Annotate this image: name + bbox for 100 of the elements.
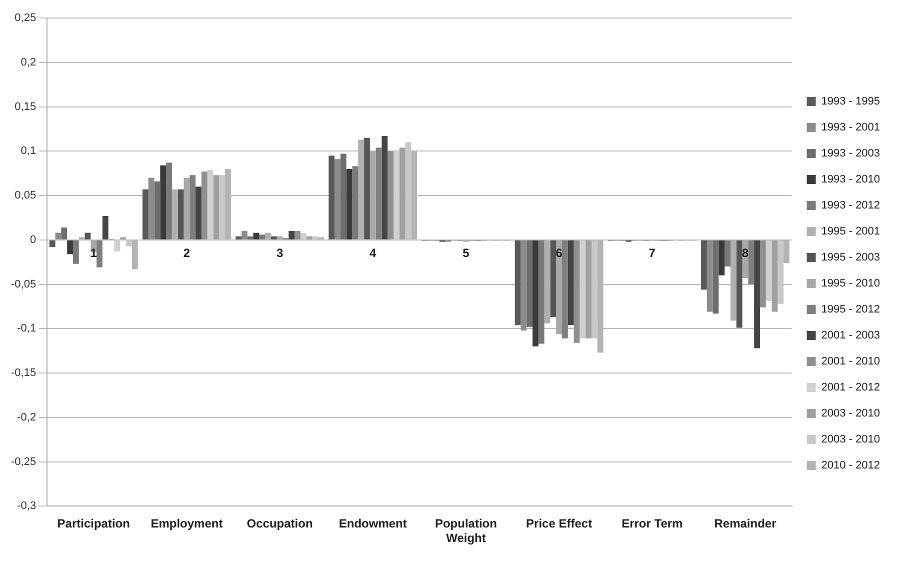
bar [346, 168, 352, 240]
bar [394, 150, 400, 240]
annotation: 5 [462, 246, 470, 260]
bar [190, 175, 196, 240]
bar [382, 136, 388, 240]
bar [72, 240, 79, 264]
legend-label: 1995 - 2010 [821, 278, 880, 290]
y-tick-label: -0,25 [10, 456, 36, 468]
x-tick-label: Population Weight [434, 516, 497, 546]
bar [364, 138, 370, 240]
bar [114, 240, 120, 252]
bar [399, 148, 406, 240]
bar [154, 181, 160, 240]
y-tick-label: 0,1 [20, 145, 36, 158]
annotation: 6 [556, 246, 563, 260]
legend-label: 1995 - 2012 [821, 304, 880, 316]
bar [328, 156, 335, 240]
bar [591, 240, 598, 338]
y-tick-label: -0,3 [17, 500, 36, 512]
bar [300, 232, 306, 240]
y-tick-label: 0,25 [14, 12, 36, 24]
y-tick-label: 0,05 [14, 190, 36, 202]
bar [288, 231, 295, 240]
bar [772, 240, 778, 312]
bar [580, 240, 586, 338]
bar [748, 240, 754, 284]
bar [701, 240, 707, 290]
bar [126, 240, 132, 246]
bar [247, 236, 254, 240]
x-tick-label: Employment [150, 516, 223, 531]
annotation: 8 [742, 246, 749, 260]
bar [754, 240, 760, 348]
bar [334, 159, 340, 240]
bar [236, 236, 242, 240]
bar [213, 175, 220, 240]
bar [270, 236, 277, 240]
bar [306, 236, 312, 240]
legend-label: 2001 - 2012 [821, 382, 880, 394]
x-tick-label: Remainder [714, 516, 777, 531]
bar [376, 148, 382, 240]
legend-label: 2001 - 2003 [821, 330, 880, 342]
annotation: 2 [183, 246, 190, 260]
y-tick-label: -0,2 [17, 411, 36, 424]
annotation: 4 [370, 246, 377, 260]
legend-label: 1993 - 2010 [821, 174, 880, 186]
bar [736, 240, 742, 328]
bar [766, 240, 772, 302]
bar [526, 240, 533, 327]
legend-label: 1995 - 2003 [821, 252, 880, 264]
bar [67, 240, 73, 254]
bar [148, 178, 154, 240]
bar [61, 227, 68, 240]
bar [55, 232, 62, 240]
bar [538, 240, 544, 344]
bar [574, 240, 580, 343]
y-tick-label: -0,05 [10, 278, 36, 290]
x-tick-label: Occupation [246, 516, 313, 531]
x-tick-label: Participation [57, 516, 130, 531]
legend-label: 1993 - 2001 [821, 122, 880, 134]
bar [712, 240, 719, 314]
bar [370, 151, 376, 240]
bar [724, 240, 730, 267]
bar [340, 154, 346, 240]
bar [102, 216, 108, 240]
y-tick-label: 0 [30, 234, 36, 246]
legend-label: 1993 - 2012 [821, 200, 880, 212]
bar [562, 240, 568, 338]
y-tick-label: -0,1 [17, 322, 36, 335]
y-tick-label: 0,15 [14, 100, 36, 113]
bar [514, 240, 521, 326]
legend-label: 1993 - 2003 [821, 148, 880, 160]
bar [201, 172, 208, 240]
legend-label: 2010 - 2012 [821, 460, 880, 472]
bar [142, 189, 148, 240]
annotation: 7 [648, 246, 656, 260]
annotation: 3 [276, 246, 284, 260]
legend-label: 2001 - 2010 [821, 356, 880, 368]
bar [388, 151, 394, 240]
bar [706, 240, 713, 312]
bar [586, 240, 592, 338]
bar [219, 175, 226, 240]
y-tick-label: 0,2 [20, 56, 36, 68]
bar [760, 240, 766, 308]
x-tick-label: Price Effect [526, 516, 592, 531]
bar [312, 236, 318, 240]
bar [184, 178, 190, 240]
legend-label: 2003 - 2010 [821, 408, 880, 420]
bar [550, 240, 556, 318]
bar [253, 232, 260, 240]
bar [241, 231, 248, 240]
bar [259, 234, 266, 240]
bar [84, 232, 91, 240]
bar [294, 231, 300, 240]
x-tick-label: Error Term [622, 516, 683, 531]
annotation: 1 [90, 246, 98, 260]
bar [196, 186, 202, 240]
bar [207, 170, 214, 240]
bar [276, 236, 283, 240]
y-tick-label: -0,15 [10, 367, 36, 380]
bar [718, 240, 725, 276]
